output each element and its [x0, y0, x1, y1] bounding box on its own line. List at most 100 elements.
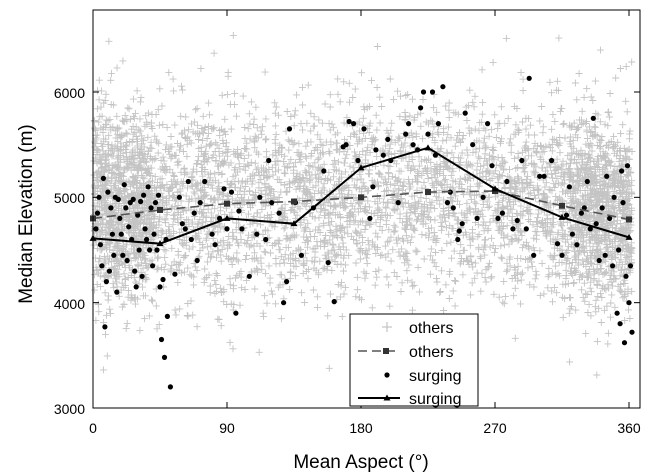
surging-point-21 — [124, 257, 130, 264]
surging-point-112 — [455, 236, 461, 243]
surging-line-point-2 — [223, 214, 231, 221]
x-axis-label: Mean Aspect (°) — [293, 452, 428, 473]
surging-point-52 — [179, 221, 185, 227]
surging-point-42 — [155, 192, 162, 198]
legend-box — [349, 313, 479, 407]
surging-point-33 — [142, 226, 148, 232]
surging-point-158 — [623, 273, 629, 279]
surging-point-45 — [160, 276, 166, 283]
surging-point-144 — [593, 221, 599, 227]
surging-point-94 — [380, 152, 386, 158]
surging-point-126 — [519, 157, 525, 164]
surging-point-88 — [351, 121, 357, 127]
surging-point-130 — [537, 173, 543, 179]
surging-point-82 — [321, 168, 327, 174]
surging-point-44 — [158, 336, 165, 343]
surging-point-35 — [145, 184, 151, 190]
surging-point-28 — [135, 212, 141, 218]
surging-point-41 — [154, 247, 160, 253]
surging-point-37 — [148, 205, 154, 211]
x-tick-label-180: 180 — [349, 420, 373, 436]
surging-point-50 — [172, 271, 178, 277]
surging-line-point-8 — [625, 233, 633, 240]
surging-point-148 — [604, 173, 610, 179]
surging-point-151 — [611, 194, 617, 200]
surging-point-91 — [367, 215, 373, 221]
surging-point-39 — [151, 231, 157, 237]
surging-point-5 — [100, 175, 106, 181]
surging-point-103 — [420, 89, 427, 95]
surging-point-25 — [130, 196, 136, 202]
surging-point-6 — [102, 324, 108, 330]
surging-point-162 — [629, 329, 635, 335]
surging-point-136 — [566, 184, 573, 190]
surging-point-149 — [607, 215, 613, 221]
surging-point-157 — [621, 340, 628, 346]
surging-point-4 — [99, 263, 105, 269]
legend-marker-surging-line — [358, 394, 400, 401]
surging-point-111 — [450, 205, 456, 211]
surging-point-26 — [132, 268, 138, 274]
axis-ticks — [92, 10, 640, 409]
surging-point-55 — [188, 236, 194, 243]
surging-line-point-3 — [290, 220, 298, 227]
surging-point-83 — [325, 260, 331, 266]
surging-line-point-5 — [424, 144, 432, 151]
surging-point-134 — [559, 252, 565, 258]
surging-point-99 — [406, 121, 412, 127]
surging-point-147 — [602, 252, 608, 258]
surging-point-60 — [209, 231, 215, 237]
surging-point-132 — [549, 157, 555, 164]
surging-point-90 — [361, 126, 367, 132]
others-line-point-1 — [157, 206, 163, 213]
y-axis-label: Median Elevation (m) — [16, 124, 37, 304]
surging-point-51 — [176, 194, 182, 200]
surging-point-54 — [185, 178, 191, 185]
surging-line-point-7 — [558, 213, 566, 220]
surging-point-77 — [284, 279, 290, 285]
surging-scatter-points — [93, 75, 635, 390]
legend-label-surging-line: surging — [409, 391, 461, 408]
surging-point-118 — [480, 194, 486, 200]
surging-point-145 — [596, 257, 602, 264]
surging-point-119 — [485, 121, 491, 127]
others-line-point-7 — [559, 202, 565, 209]
surging-point-129 — [531, 252, 537, 258]
surging-point-17 — [118, 231, 124, 237]
surging-point-63 — [221, 186, 227, 192]
plot-frame — [92, 9, 641, 409]
legend: others others surging surging — [349, 313, 479, 408]
surging-point-160 — [626, 300, 632, 306]
surging-point-98 — [403, 131, 409, 137]
surging-point-97 — [395, 200, 401, 206]
x-tick-label-360: 360 — [617, 420, 641, 436]
surging-point-104 — [425, 131, 431, 137]
surging-point-137 — [569, 231, 576, 237]
y-tick-label-6000: 6000 — [54, 85, 85, 101]
surging-point-125 — [514, 217, 520, 224]
surging-point-22 — [126, 224, 132, 230]
y-tick-label-5000: 5000 — [54, 190, 85, 206]
surging-point-11 — [109, 231, 115, 237]
surging-point-40 — [152, 200, 159, 206]
surging-point-139 — [578, 210, 585, 216]
surging-point-135 — [563, 212, 570, 218]
surging-point-152 — [614, 310, 620, 316]
surging-point-0 — [93, 226, 99, 232]
surging-point-154 — [617, 321, 623, 327]
surging-point-93 — [373, 147, 379, 153]
surging-point-49 — [167, 384, 173, 390]
surging-point-92 — [370, 184, 376, 190]
surging-point-8 — [105, 189, 111, 195]
surging-point-9 — [106, 268, 112, 274]
surging-point-89 — [355, 157, 361, 164]
surging-point-75 — [276, 210, 282, 216]
legend-marker-surging-dot — [384, 372, 390, 378]
x-tick-label-270: 270 — [483, 420, 507, 436]
surging-point-14 — [114, 289, 120, 295]
surging-point-32 — [141, 192, 147, 198]
legend-label-others-line: others — [409, 344, 453, 361]
legend-label-surging-points: surging — [409, 368, 461, 385]
legend-marker-others-plus — [382, 322, 392, 332]
surging-point-30 — [138, 198, 144, 205]
